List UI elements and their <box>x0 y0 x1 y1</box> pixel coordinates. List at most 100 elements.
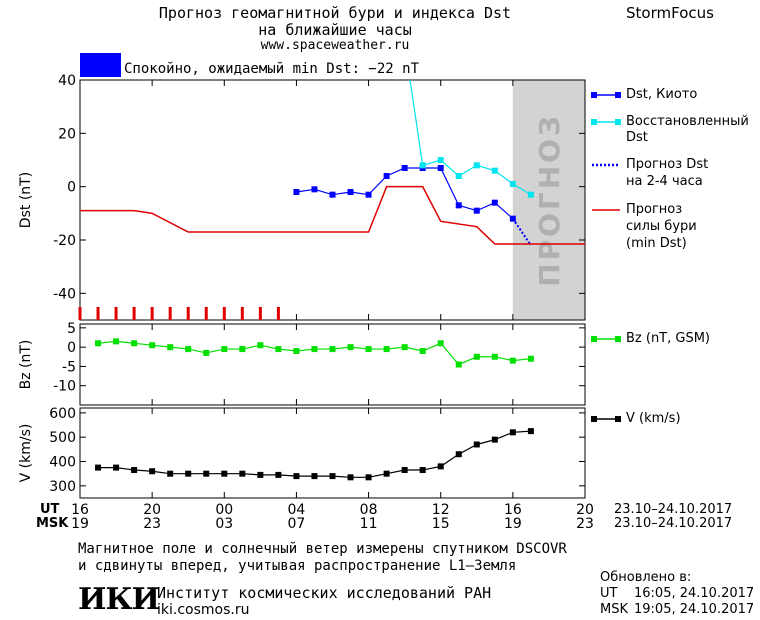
series-point <box>527 355 534 362</box>
series-point <box>95 340 102 347</box>
x-tick-label-ut: 04 <box>288 502 306 518</box>
site-url[interactable]: www.spaceweather.ru <box>260 38 410 53</box>
series-point <box>149 468 156 475</box>
y-tick-label: 600 <box>49 406 76 422</box>
series-point <box>491 436 498 443</box>
storm-activity-tick <box>240 307 244 320</box>
y-tick-label: -5 <box>62 359 76 375</box>
series-point <box>167 470 174 477</box>
series-point <box>275 346 282 353</box>
series-point <box>491 353 498 360</box>
storm-activity-tick <box>222 307 226 320</box>
series-point <box>509 357 516 364</box>
series-point <box>185 470 192 477</box>
y-tick-label: 0 <box>67 180 76 196</box>
updated-msk-value: 19:05, 24.10.2017 <box>634 602 755 617</box>
series-point <box>293 473 300 480</box>
series-point <box>185 346 192 353</box>
updated-ut-value: 16:05, 24.10.2017 <box>634 586 755 601</box>
storm-activity-tick <box>78 307 82 320</box>
storm-activity-tick <box>186 307 190 320</box>
legend-restored-1: Восстановленный <box>626 114 749 129</box>
updated-msk-label: MSK <box>600 602 628 617</box>
x-axis-date-range-msk: 23.10–24.10.2017 <box>614 516 733 531</box>
legend-v-glyph-marker <box>591 416 597 422</box>
series-point <box>383 346 390 353</box>
institute-url[interactable]: iki.cosmos.ru <box>157 602 250 618</box>
series-point <box>437 340 444 347</box>
legend-storm-3: (min Dst) <box>626 236 687 251</box>
legend-forecast-1: Прогноз Dst <box>626 157 709 172</box>
series-point <box>455 173 462 179</box>
y-tick-label: -20 <box>53 233 76 249</box>
chart-title: Прогноз геомагнитной бури и индекса Dst <box>158 4 512 22</box>
series-point <box>455 361 462 368</box>
y-tick-label: 20 <box>58 126 76 142</box>
x-tick-label-msk: 19 <box>504 516 522 530</box>
series-point <box>167 344 174 351</box>
y-tick-label: -40 <box>53 286 76 302</box>
legend-restored-2: Dst <box>626 130 648 145</box>
series-point <box>491 167 498 174</box>
series-point <box>365 346 372 353</box>
series-storm-forecast-line <box>80 185 585 245</box>
series-point <box>401 344 408 351</box>
series-point <box>509 181 516 187</box>
storm-activity-tick <box>204 307 208 320</box>
forecast-region-label: ПРОГНОЗ <box>533 113 566 287</box>
x-tick-label-msk: 15 <box>432 516 450 530</box>
series-point <box>113 464 120 471</box>
series-point <box>239 470 246 477</box>
footer-note-2: и сдвинуты вперед, учитывая распростране… <box>78 558 517 574</box>
series-dst-forecast-line <box>512 218 532 246</box>
x-tick-label-msk: 03 <box>215 516 233 530</box>
legend-restored-glyph-marker <box>615 119 621 125</box>
legend-forecast-2: на 2-4 часа <box>626 174 703 189</box>
series-point <box>401 467 408 474</box>
series-point <box>131 340 138 347</box>
series-point <box>473 441 480 448</box>
series-point <box>419 467 426 474</box>
y-tick-label: 400 <box>49 455 76 471</box>
series-point <box>437 165 444 171</box>
y-tick-label: 300 <box>49 479 76 495</box>
x-axis-ut-label: UT <box>40 502 60 517</box>
v-panel: 600 500 400 300 V (km/s) <box>18 406 586 499</box>
series-point <box>149 342 156 349</box>
updated-ut-label: UT <box>600 586 618 601</box>
legend-bz-glyph-marker <box>591 336 597 342</box>
x-tick-label-ut: 16 <box>504 502 522 518</box>
series-point <box>347 474 354 481</box>
series-point <box>473 207 480 214</box>
x-tick-label-msk: 07 <box>288 516 306 530</box>
footer-note-1: Магнитное поле и солнечный ветер измерен… <box>78 541 567 557</box>
dst-panel: ПРОГНОЗ 40 20 0 -20 -40 Dst (nT) <box>18 73 586 321</box>
legend-restored-glyph-marker <box>591 119 597 125</box>
brand-label: StormFocus <box>626 4 714 22</box>
x-axis-msk-label: MSK <box>36 516 69 531</box>
series-line <box>97 340 531 366</box>
storm-activity-tick <box>114 307 118 320</box>
series-point <box>311 186 318 193</box>
series-point <box>383 470 390 477</box>
institute-name: Институт космических исследований РАН <box>157 584 492 602</box>
legend-dst-kyoto-glyph-marker <box>615 92 621 98</box>
legend-bz-glyph-marker <box>615 336 621 342</box>
series-point <box>203 470 210 477</box>
series-point <box>293 348 300 354</box>
forecast-region <box>512 80 585 320</box>
y-axis-label: Dst (nT) <box>18 172 34 228</box>
series-point <box>221 470 228 477</box>
series-point <box>365 474 372 481</box>
series-point <box>401 165 408 171</box>
legend-dst-kyoto-glyph-marker <box>591 92 597 98</box>
x-axis-date-range-ut: 23.10–24.10.2017 <box>614 502 733 517</box>
chart-subtitle: на ближайшие часы <box>258 21 412 39</box>
series-point <box>257 342 264 349</box>
x-tick-label-ut: 00 <box>215 502 233 518</box>
series-point <box>329 473 336 480</box>
series-point <box>329 346 336 353</box>
legend-v: V (km/s) <box>626 411 681 426</box>
series-point <box>311 346 318 353</box>
